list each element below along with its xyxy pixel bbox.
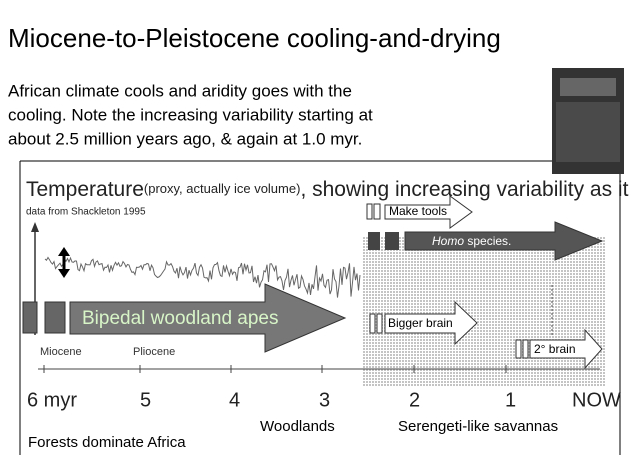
book-cover-image	[556, 102, 620, 162]
time-label: NOW	[572, 389, 621, 411]
habitat-label: Serengeti-like savannas	[398, 418, 558, 435]
heading-note: (proxy, actually ice volume)	[144, 181, 301, 196]
block	[522, 339, 529, 359]
arrow-label: Bigger brain	[388, 316, 453, 330]
vertical-arrow-head	[31, 222, 39, 232]
tools-arrow	[384, 195, 473, 229]
time-label: 3	[319, 389, 330, 411]
arrow-label: Homo species.	[432, 234, 511, 248]
block	[376, 313, 383, 334]
block	[22, 301, 38, 334]
habitat-label: Woodlands	[260, 418, 335, 435]
homo-arrow	[404, 221, 604, 261]
savanna-region	[362, 236, 605, 386]
heading-main: Temperature	[26, 178, 144, 201]
epoch-label: Miocene	[40, 346, 82, 358]
double-arrow-head	[58, 269, 70, 278]
title: Miocene-to-Pleistocene cooling-and-dryin…	[8, 23, 501, 53]
block	[385, 232, 399, 250]
source: data from Shackleton 1995	[26, 207, 146, 218]
brain2-arrow	[529, 328, 603, 370]
body-line: about 2.5 million years ago, & again at …	[8, 129, 362, 148]
homo-italic: Homo	[432, 234, 464, 248]
temperature-curve	[44, 256, 361, 298]
block	[369, 313, 376, 334]
epoch-label: Pliocene	[133, 346, 175, 358]
homo-rest: species.	[464, 234, 511, 248]
habitat-label: Forests dominate Africa	[28, 434, 186, 451]
arrow-label: Make tools	[389, 204, 447, 218]
timeline-ticks	[43, 365, 507, 373]
body-line: cooling. Note the increasing variability…	[8, 105, 373, 124]
block	[368, 232, 380, 250]
bipedal-arrow	[69, 283, 347, 353]
time-label: 4	[229, 389, 240, 411]
block	[366, 203, 373, 220]
time-label: 2	[409, 389, 420, 411]
time-label: 5	[140, 389, 151, 411]
arrow-label: 2° brain	[534, 342, 576, 356]
brain-arrow	[384, 300, 478, 346]
time-label: 1	[505, 389, 516, 411]
book-cover-band	[560, 78, 616, 96]
time-label: 6 myr	[27, 389, 77, 411]
arrow-label: Bipedal woodland apes	[82, 308, 279, 329]
double-arrow-head	[58, 247, 70, 256]
figure-heading: Temperature(proxy, actually ice volume),…	[26, 178, 629, 201]
heading-rest: , showing increasing variability as it c…	[300, 178, 629, 201]
block	[373, 203, 381, 220]
block	[44, 301, 66, 334]
block	[515, 339, 522, 359]
body-line: African climate cools and aridity goes w…	[8, 81, 352, 100]
